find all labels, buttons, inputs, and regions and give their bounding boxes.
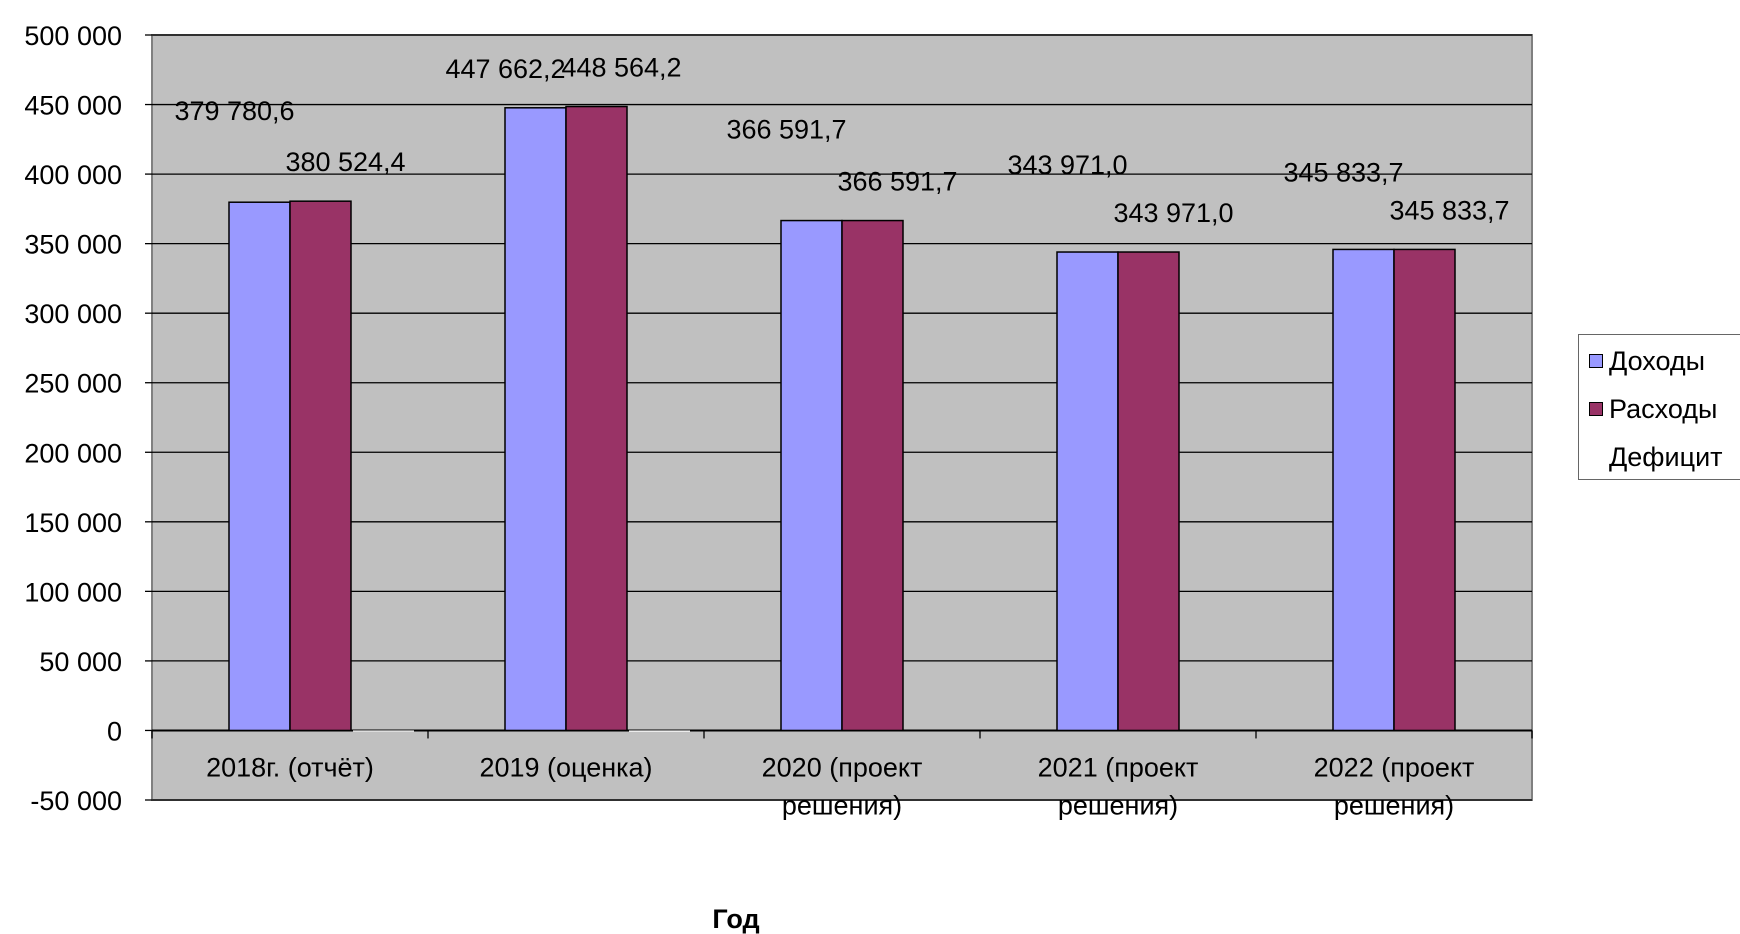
bar-income: [780, 219, 843, 732]
y-axis-ticks: 500 000 450 000 400 000 350 000 300 000 250 0…: [24, 21, 1533, 816]
x-tick-label: 2019 (оценка): [479, 752, 652, 782]
legend-swatch-deficit: [1589, 450, 1603, 464]
y-tick-label: 500 000: [24, 21, 122, 51]
bar-expenses: [1117, 251, 1180, 732]
bar-expenses: [565, 105, 628, 732]
legend: Доходы Расходы Дефицит: [1578, 334, 1740, 480]
legend-swatch-expenses: [1589, 402, 1603, 416]
y-tick-label: 0: [107, 716, 122, 746]
bar-deficit: [353, 730, 414, 732]
bar-expenses: [1393, 248, 1456, 732]
data-label-expenses: 380 524,4: [285, 147, 405, 177]
category-labels: 2018г. (отчёт) 2019 (оценка) 2020 (проект р…: [206, 752, 1474, 820]
data-label-expenses: 448 564,2: [561, 53, 681, 83]
x-tick-label: 2018г. (отчёт): [206, 752, 374, 782]
legend-label-deficit: Дефицит: [1609, 441, 1723, 472]
bar-income: [1332, 248, 1395, 732]
x-tick-label: 2021 (проект: [1038, 752, 1199, 782]
y-tick-label: 50 000: [39, 647, 122, 677]
bar-expenses: [289, 200, 352, 732]
x-tick-label: решения): [782, 790, 902, 820]
y-tick-label: 200 000: [24, 438, 122, 468]
data-label-expenses: 343 971,0: [1113, 198, 1233, 228]
data-label-income: 343 971,0: [1007, 150, 1127, 180]
x-tick-label: 2022 (проект: [1314, 752, 1475, 782]
y-tick-label: 100 000: [24, 577, 122, 607]
data-label-income: 447 662,2: [445, 54, 565, 84]
bar-deficit: [629, 730, 690, 732]
x-tick-label: 2020 (проект: [762, 752, 923, 782]
data-label-income: 366 591,7: [726, 115, 846, 145]
x-tick-label: решения): [1334, 790, 1454, 820]
bar-expenses: [841, 219, 904, 732]
y-tick-label: -50 000: [30, 786, 122, 816]
bar-income: [504, 107, 567, 732]
x-tick-label: решения): [1058, 790, 1178, 820]
legend-item-income: Доходы: [1589, 341, 1705, 381]
bar-income: [228, 201, 291, 732]
y-tick-label: 450 000: [24, 91, 122, 121]
data-label-income: 345 833,7: [1283, 157, 1403, 187]
legend-swatch-income: [1589, 354, 1603, 368]
bar-income: [1056, 251, 1119, 732]
data-label-expenses: 366 591,7: [837, 167, 957, 197]
legend-item-expenses: Расходы: [1589, 389, 1717, 429]
legend-label-income: Доходы: [1609, 345, 1706, 376]
data-label-income: 379 780,6: [174, 96, 294, 126]
data-label-expenses: 345 833,7: [1389, 195, 1509, 225]
legend-item-deficit: Дефицит: [1589, 437, 1723, 477]
y-tick-label: 300 000: [24, 299, 122, 329]
x-axis-title: Год: [712, 904, 759, 934]
y-tick-label: 350 000: [24, 230, 122, 260]
y-tick-label: 250 000: [24, 369, 122, 399]
legend-label-expenses: Расходы: [1609, 393, 1718, 424]
bars: [228, 105, 1456, 732]
y-tick-label: 400 000: [24, 160, 122, 190]
y-tick-label: 150 000: [24, 508, 122, 538]
